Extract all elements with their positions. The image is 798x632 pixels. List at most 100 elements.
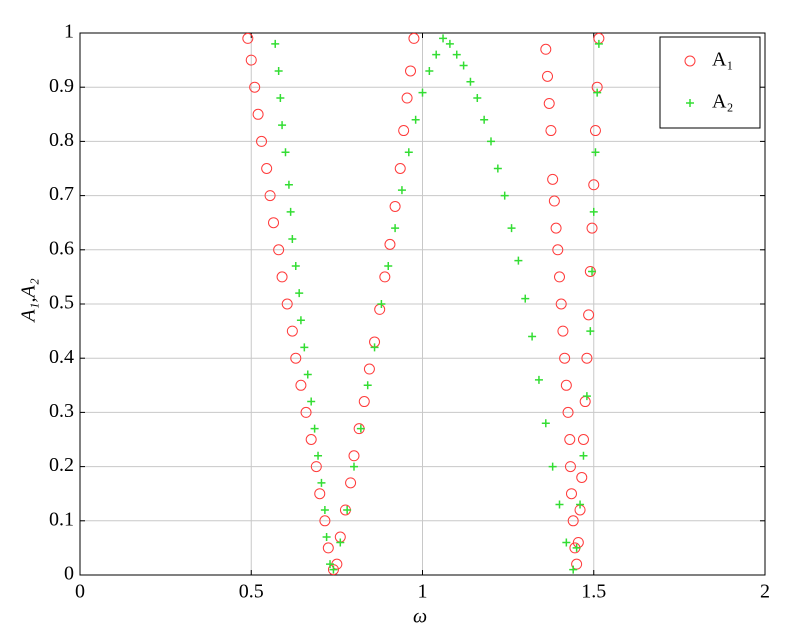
- plus-marker: [473, 94, 482, 103]
- circle-marker: [588, 179, 600, 191]
- circle-marker: [314, 488, 326, 500]
- circle-marker: [252, 108, 264, 120]
- circle-marker: [581, 352, 593, 364]
- plus-marker: [445, 39, 454, 48]
- plus-marker: [493, 164, 502, 173]
- x-tick-label: 2: [760, 581, 770, 603]
- circle-marker: [358, 396, 370, 408]
- y-tick-label: 0.2: [49, 454, 74, 476]
- plus-marker: [329, 565, 338, 574]
- y-tick-label: 0.7: [49, 183, 74, 205]
- plus-marker: [397, 186, 406, 195]
- circle-marker: [379, 271, 391, 283]
- plus-marker: [507, 224, 516, 233]
- plus-marker: [411, 115, 420, 124]
- plus-marker: [576, 500, 585, 509]
- y-tick-label: 0.5: [49, 292, 74, 314]
- circle-marker: [281, 298, 293, 310]
- plus-marker: [589, 207, 598, 216]
- circle-marker: [295, 379, 307, 391]
- circle-marker: [545, 125, 557, 137]
- plus-marker: [356, 424, 365, 433]
- circle-marker: [550, 222, 562, 234]
- plus-marker: [274, 66, 283, 75]
- plus-marker: [569, 565, 578, 574]
- plus-marker: [555, 500, 564, 509]
- plus-marker: [593, 88, 602, 97]
- y-tick-label: 0.6: [49, 237, 74, 259]
- plus-marker: [300, 343, 309, 352]
- circle-marker: [555, 298, 567, 310]
- plus-marker: [579, 451, 588, 460]
- plus-marker: [466, 77, 475, 86]
- plus-marker: [295, 289, 304, 298]
- circle-marker: [394, 163, 406, 174]
- plus-marker: [686, 99, 694, 107]
- plus-marker: [562, 538, 571, 547]
- circle-marker: [322, 542, 334, 554]
- plus-marker: [432, 50, 441, 59]
- y-tick-label: 0.3: [49, 400, 74, 422]
- circle-marker: [242, 32, 254, 44]
- plus-marker: [271, 39, 280, 48]
- plus-marker: [377, 300, 386, 308]
- plus-marker: [591, 148, 600, 157]
- circle-marker: [557, 325, 569, 337]
- circle-marker: [548, 195, 560, 207]
- plot-frame: [79, 32, 766, 576]
- circle-marker: [562, 406, 574, 418]
- circle-marker: [564, 461, 576, 473]
- circle-marker: [348, 450, 360, 462]
- circle-marker: [577, 434, 589, 445]
- legend-label: A₂: [712, 91, 733, 113]
- circle-marker: [389, 200, 401, 212]
- plus-marker: [404, 148, 413, 157]
- circle-marker: [589, 125, 601, 137]
- circle-marker: [543, 97, 555, 109]
- circle-marker: [684, 55, 696, 67]
- y-tick-label: 0.9: [49, 75, 74, 97]
- plus-marker: [288, 234, 297, 243]
- plus-marker: [528, 332, 537, 341]
- plus-marker: [363, 381, 372, 390]
- circle-marker: [560, 379, 572, 391]
- circle-marker: [264, 190, 276, 202]
- plus-marker: [514, 256, 523, 265]
- circle-marker: [405, 65, 417, 77]
- plus-marker: [322, 533, 331, 542]
- plus-marker: [572, 543, 581, 552]
- plus-marker: [314, 451, 323, 460]
- circle-marker: [319, 515, 331, 527]
- circle-marker: [300, 406, 312, 418]
- legend-label: A₁: [712, 49, 733, 71]
- circle-marker: [408, 32, 420, 44]
- circle-marker: [559, 352, 571, 364]
- plus-marker: [500, 191, 509, 200]
- circle-marker: [305, 434, 317, 445]
- circle-marker: [567, 515, 579, 527]
- x-tick-label: 0: [75, 581, 85, 603]
- plus-marker: [310, 424, 319, 433]
- circle-marker: [540, 43, 552, 55]
- plus-marker: [439, 34, 448, 43]
- plus-marker: [326, 560, 335, 569]
- circle-marker: [547, 173, 559, 185]
- plus-marker: [317, 478, 326, 487]
- y-tick-label: 0.1: [49, 508, 74, 530]
- plus-marker: [391, 224, 400, 233]
- circle-marker: [249, 81, 261, 93]
- y-tick-label: 1: [64, 21, 74, 43]
- circle-marker: [276, 271, 288, 283]
- plus-marker: [541, 419, 550, 428]
- circle-marker: [261, 163, 273, 174]
- plus-marker: [521, 294, 530, 303]
- plus-marker: [320, 505, 329, 514]
- circle-marker: [363, 363, 375, 375]
- plus-marker: [418, 88, 427, 97]
- plus-marker: [286, 207, 295, 216]
- plus-marker: [487, 137, 495, 146]
- circle-marker: [256, 135, 268, 147]
- plus-marker: [370, 343, 379, 352]
- plus-marker: [296, 316, 305, 325]
